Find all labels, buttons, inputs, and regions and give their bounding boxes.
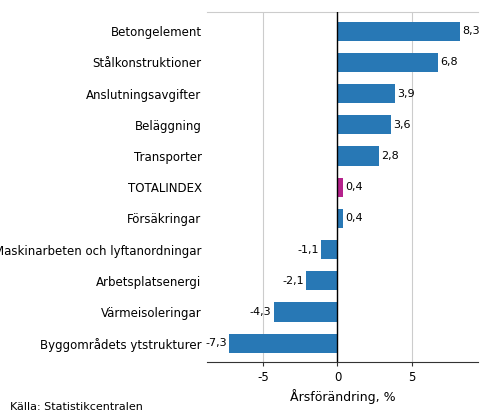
Text: 3,9: 3,9 [397, 89, 415, 99]
Bar [321, 240, 337, 259]
Bar [337, 146, 379, 166]
Bar [337, 209, 344, 228]
Bar [337, 115, 391, 134]
Text: 2,8: 2,8 [381, 151, 399, 161]
Bar [337, 53, 438, 72]
Text: 6,8: 6,8 [440, 57, 458, 67]
Bar [337, 22, 460, 41]
Text: 3,6: 3,6 [393, 120, 411, 130]
Text: -1,1: -1,1 [297, 245, 319, 255]
X-axis label: Årsförändring, %: Årsförändring, % [290, 389, 395, 404]
Bar [306, 271, 337, 290]
Bar [229, 334, 337, 353]
Text: 8,3: 8,3 [462, 26, 480, 36]
Bar [337, 84, 395, 103]
Bar [274, 302, 337, 322]
Bar [337, 178, 344, 197]
Text: -2,1: -2,1 [282, 276, 304, 286]
Text: 0,4: 0,4 [346, 213, 363, 223]
Text: -4,3: -4,3 [250, 307, 272, 317]
Text: Källa: Statistikcentralen: Källa: Statistikcentralen [10, 402, 143, 412]
Text: 0,4: 0,4 [346, 182, 363, 192]
Text: -7,3: -7,3 [206, 338, 227, 348]
